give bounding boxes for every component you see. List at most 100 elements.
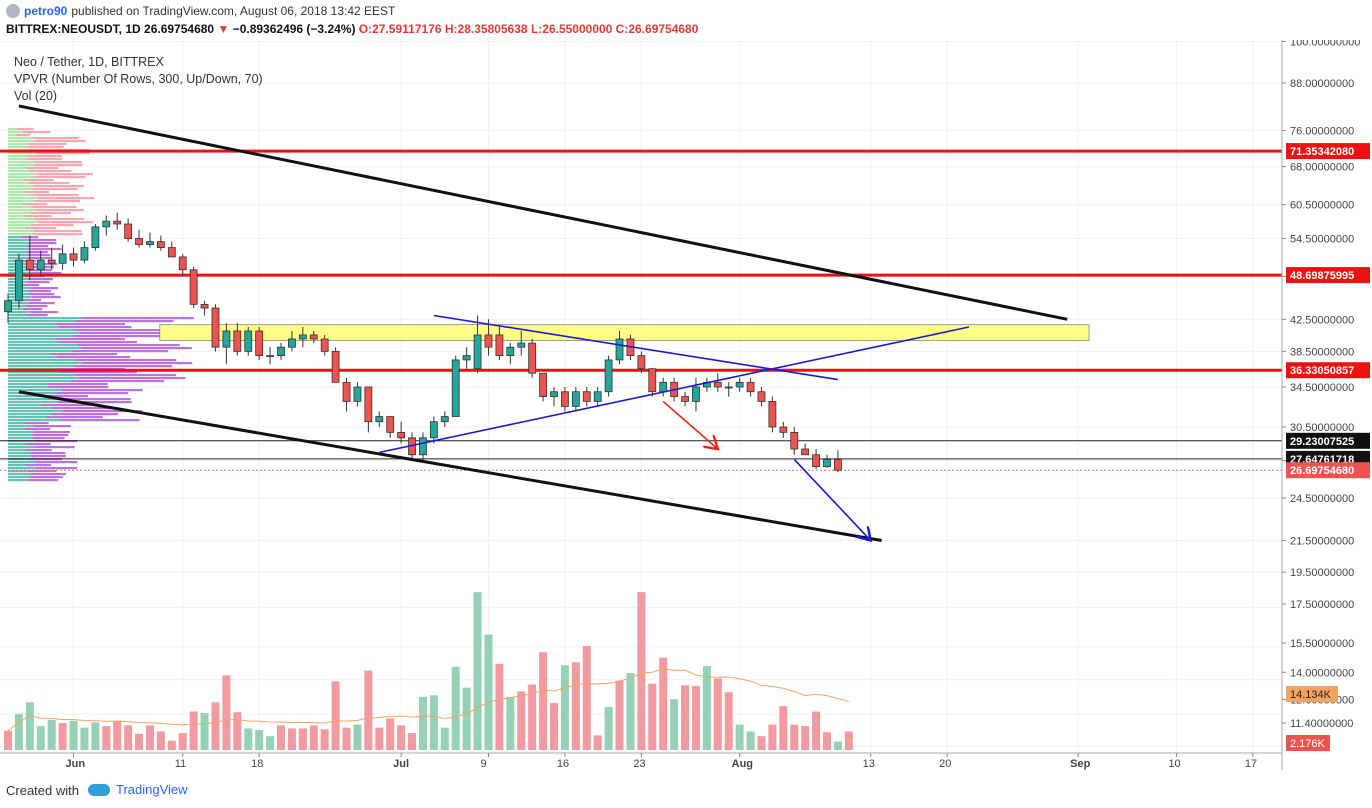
- volume-bar: [4, 730, 12, 750]
- vp-row-down: [34, 185, 84, 188]
- candle-body: [135, 238, 143, 245]
- vp-row-up: [8, 323, 55, 326]
- price-tick-label: 30.50000000: [1290, 422, 1354, 434]
- candle-body: [47, 259, 56, 264]
- vp-row-up: [8, 356, 57, 359]
- vp-row-down: [45, 416, 103, 419]
- time-tick-label: Aug: [732, 758, 753, 770]
- vp-row-up: [8, 317, 83, 320]
- symbol[interactable]: BITTREX:NEOUSDT, 1D: [6, 22, 141, 36]
- volume-bar: [397, 725, 406, 750]
- chart-legend: Neo / Tether, 1D, BITTREX VPVR (Number O…: [14, 54, 263, 105]
- vp-row-down: [25, 464, 51, 467]
- candle-body: [812, 454, 820, 467]
- vp-row-down: [59, 341, 138, 344]
- ohlc-values: O:27.59117176 H:28.35805638 L:26.5500000…: [358, 22, 699, 36]
- vp-row-up: [8, 224, 31, 227]
- volume-bar: [550, 703, 558, 750]
- candle-body: [517, 342, 526, 348]
- vp-row-down: [51, 353, 118, 356]
- candle-body: [746, 381, 755, 393]
- vp-row-up: [8, 239, 30, 242]
- volume-bar: [823, 732, 831, 750]
- volume-bar: [353, 724, 362, 750]
- vp-row-down: [52, 413, 119, 416]
- vp-row-down: [30, 212, 72, 215]
- vp-row-down: [34, 164, 83, 167]
- candle-body: [648, 368, 657, 393]
- published-text: published on TradingView.com, August 06,…: [71, 4, 396, 18]
- volume-bar: [102, 726, 111, 750]
- volume-bar: [659, 657, 668, 750]
- time-tick-label: 23: [633, 758, 645, 770]
- vp-row-down: [34, 446, 75, 449]
- vp-row-down: [33, 230, 82, 233]
- candle-body: [244, 330, 253, 352]
- vp-row-up: [8, 416, 46, 419]
- candle-body: [200, 303, 209, 309]
- volume-bar: [604, 706, 613, 750]
- vp-row-up: [8, 377, 79, 380]
- vp-row-up: [8, 446, 35, 449]
- vp-row-up: [8, 188, 33, 191]
- volume-bar: [244, 728, 253, 750]
- candle-body: [91, 226, 100, 249]
- volume-bar: [25, 702, 34, 750]
- vp-row-down: [38, 197, 94, 200]
- volume-bar: [790, 724, 799, 750]
- candle-body: [386, 416, 395, 433]
- avatar[interactable]: [6, 4, 20, 18]
- vp-row-up: [8, 221, 38, 224]
- brand-name: TradingView: [116, 782, 188, 797]
- volume-bar: [724, 692, 733, 750]
- vp-row-down: [29, 242, 57, 245]
- candle-body: [495, 334, 504, 357]
- vp-row-up: [8, 371, 60, 374]
- level-label: 71.35342080: [1290, 146, 1354, 158]
- vp-row-up: [8, 209, 35, 212]
- volume-bar: [593, 735, 602, 750]
- time-tick-label: 17: [1245, 758, 1257, 770]
- candle-body: [571, 391, 580, 407]
- vp-row-up: [8, 383, 48, 386]
- time-tick-label: Sep: [1070, 758, 1090, 770]
- price-tick-label: 14.00000000: [1290, 667, 1354, 679]
- volume-bar: [189, 711, 198, 750]
- tradingview-logo[interactable]: TradingView: [88, 782, 188, 797]
- volume-bar: [429, 695, 438, 750]
- candle-body: [561, 391, 569, 407]
- volume-bar: [757, 736, 766, 750]
- volume-bar: [309, 725, 318, 750]
- legend-volume[interactable]: Vol (20): [14, 89, 58, 103]
- vp-row-up: [8, 200, 34, 203]
- volume-bar: [615, 680, 624, 750]
- candle-body: [484, 334, 493, 348]
- vp-row-down: [25, 314, 48, 317]
- price-chart[interactable]: 100.00000000 88.00000000 76.00000000 68.000…: [0, 40, 1372, 778]
- volume-bar: [255, 729, 264, 750]
- legend-title[interactable]: Neo / Tether, 1D, BITTREX: [14, 55, 164, 69]
- volume-bar: [80, 727, 89, 750]
- volume-bar: [211, 702, 220, 750]
- vp-row-up: [8, 146, 28, 149]
- volume-bar: [331, 681, 340, 750]
- vp-row-up: [8, 140, 36, 143]
- vp-row-down: [25, 167, 59, 170]
- vp-row-down: [32, 194, 79, 197]
- vp-row-up: [8, 386, 49, 389]
- volume-bar: [473, 592, 482, 750]
- volume-bar: [517, 691, 526, 750]
- candle-body: [604, 359, 613, 393]
- author-name[interactable]: petro90: [24, 4, 68, 18]
- level-label-bg: [1286, 267, 1370, 284]
- level-label: 29.23007525: [1290, 436, 1354, 448]
- candle-body: [615, 338, 624, 361]
- vp-row-up: [8, 161, 34, 164]
- vp-row-down: [72, 350, 169, 353]
- vp-row-down: [76, 344, 180, 347]
- level-label-bg: [1286, 432, 1370, 449]
- legend-vpvr[interactable]: VPVR (Number Of Rows, 300, Up/Down, 70): [14, 72, 263, 86]
- vp-row-up: [8, 476, 30, 479]
- volume-bar: [582, 646, 591, 750]
- vp-row-up: [8, 395, 40, 398]
